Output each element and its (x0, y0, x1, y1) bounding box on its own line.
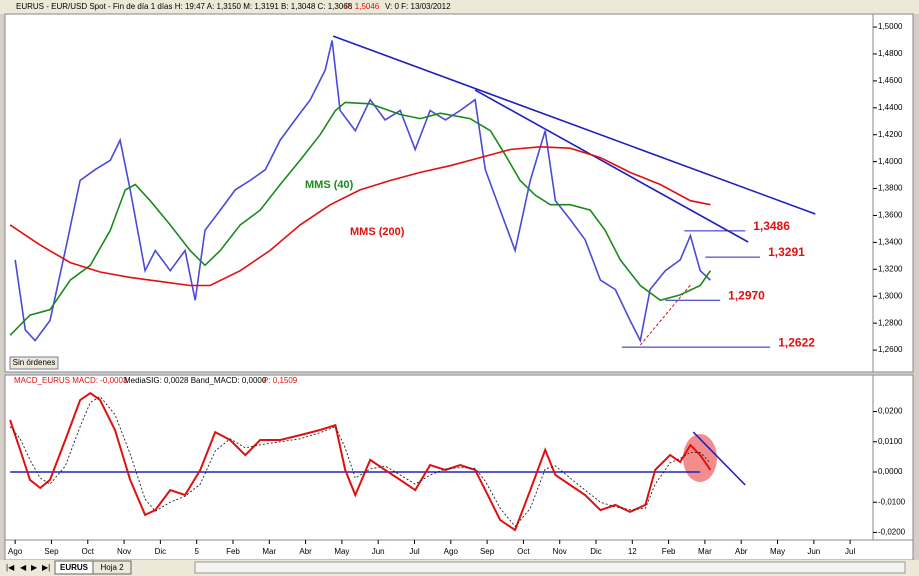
x-tick-label: Jun (807, 547, 820, 556)
header-p: P: 1,5046 (345, 2, 380, 11)
y-tick-label: 1,3200 (878, 264, 903, 273)
x-tick-label: Sep (44, 547, 59, 556)
series-label: MMS (40) (305, 179, 354, 191)
y-tick-label: 1,4400 (878, 103, 903, 112)
y-tick-label: 1,4000 (878, 157, 903, 166)
tab-label: Hoja 2 (100, 563, 124, 572)
trendline (332, 35, 816, 215)
y-tick-label: 1,4600 (878, 76, 903, 85)
x-tick-label: Dic (590, 547, 602, 556)
y-tick-label: 1,2600 (878, 345, 903, 354)
price-panel (4, 13, 874, 373)
y-tick-label: 1,3800 (878, 184, 903, 193)
y-tick-label: 1,4800 (878, 49, 903, 58)
macd-header-mid: MediaSIG: 0,0028 Band_MACD: 0,0000 (124, 376, 267, 385)
x-tick-label: Mar (262, 547, 276, 556)
level-label: 1,3291 (768, 245, 805, 259)
svg-text:|◀: |◀ (6, 563, 15, 572)
macd-panel (4, 374, 874, 541)
trendline (474, 89, 749, 243)
x-tick-label: Nov (117, 547, 131, 556)
x-tick-label: Jul (409, 547, 419, 556)
y-tick-label: 1,3000 (878, 291, 903, 300)
x-tick-label: Abr (299, 547, 312, 556)
level-label: 1,2622 (778, 335, 815, 349)
x-tick-label: Mar (698, 547, 712, 556)
orders-label: Sin órdenes (13, 358, 56, 367)
series-line (9, 145, 711, 287)
x-tick-label: Ago (8, 547, 23, 556)
tab-label: EURUS (60, 563, 89, 572)
series-line (14, 40, 711, 344)
x-tick-label: Ago (444, 547, 459, 556)
scrollbar[interactable] (194, 561, 906, 574)
x-tick-label: Sep (480, 547, 495, 556)
svg-text:◀: ◀ (20, 563, 27, 572)
macd-axis (872, 374, 914, 541)
level-label: 1,3486 (753, 219, 790, 233)
y-tick-label: 1,4200 (878, 130, 903, 139)
x-tick-label: Feb (662, 547, 676, 556)
trendline (692, 431, 746, 486)
macd-header: MACD_EURUS MACD: -0,0003 (14, 376, 128, 385)
header-text: EURUS - EUR/USD Spot - Fin de día 1 días… (16, 2, 353, 11)
y-tick-label: 1,3400 (878, 238, 903, 247)
y-tick-label: 1,5000 (878, 22, 903, 31)
y-tick-label: -0,0100 (878, 497, 906, 506)
series-line (9, 101, 712, 336)
x-tick-label: May (770, 547, 785, 556)
orders-button[interactable] (9, 356, 59, 370)
y-tick-label: 0,0100 (878, 437, 903, 446)
tab[interactable] (92, 560, 132, 575)
level-label: 1,2970 (728, 288, 765, 302)
header-rest: V: 0 F: 13/03/2012 (385, 2, 451, 11)
x-tick-label: 12 (628, 547, 637, 556)
x-tick-label: Feb (226, 547, 240, 556)
highlight-circle (683, 434, 717, 482)
y-tick-label: 1,2800 (878, 318, 903, 327)
y-tick-label: 0,0200 (878, 407, 903, 416)
price-axis (872, 13, 914, 373)
nav-arrows[interactable]: |◀ ◀ ▶ ▶| (6, 563, 50, 572)
x-tick-label: Jun (372, 547, 385, 556)
x-tick-label: Nov (553, 547, 567, 556)
y-tick-label: 1,3600 (878, 211, 903, 220)
y-tick-label: 0,0000 (878, 467, 903, 476)
series-label: MMS (200) (350, 226, 405, 238)
x-tick-label: Jul (845, 547, 855, 556)
trendline (639, 284, 691, 346)
x-tick-label: May (334, 547, 349, 556)
x-tick-label: 5 (194, 547, 199, 556)
x-tick-label: Abr (735, 547, 748, 556)
x-tick-label: Oct (82, 547, 95, 556)
macd-header-p: P: 0,1509 (263, 376, 298, 385)
x-tick-label: Oct (517, 547, 530, 556)
svg-text:▶|: ▶| (42, 563, 50, 572)
svg-text:▶: ▶ (31, 563, 38, 572)
series-line (9, 391, 712, 532)
header-bar (0, 0, 919, 14)
y-tick-label: -0,0200 (878, 528, 906, 537)
x-tick-label: Dic (155, 547, 167, 556)
